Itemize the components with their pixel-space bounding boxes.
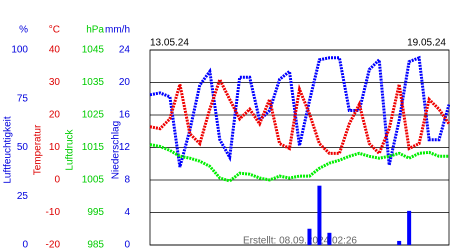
y-tick-label: 20: [119, 77, 131, 88]
axis-unit: hPa: [86, 25, 104, 36]
y-tick-label: 8: [124, 175, 130, 186]
created-note: Erstellt: 08.09.2024 02:26: [243, 236, 357, 247]
y-tick-label: -20: [46, 240, 61, 250]
axis-unit: °C: [49, 25, 60, 36]
y-tick-label: 0: [54, 175, 60, 186]
y-tick-label: 4: [124, 207, 130, 218]
axis-title: Temperatur: [33, 124, 44, 175]
precip-bar: [307, 228, 312, 245]
y-tick-label: 30: [49, 77, 61, 88]
y-tick-label: 12: [119, 142, 131, 153]
y-tick-label: 1015: [82, 142, 105, 153]
y-tick-label: 10: [49, 142, 61, 153]
y-tick-label: 0: [22, 240, 28, 250]
y-tick-label: 0: [124, 240, 130, 250]
date-start: 13.05.24: [150, 38, 189, 49]
precip-bar: [407, 210, 412, 245]
series-line: [149, 75, 450, 157]
series-line: [149, 55, 450, 168]
y-tick-label: 985: [87, 240, 104, 250]
axis-unit: mm/h: [105, 25, 130, 36]
y-tick-label: 20: [49, 110, 61, 121]
y-tick-label: 100: [11, 45, 28, 56]
precip-bar: [327, 232, 332, 245]
y-tick-label: 40: [49, 45, 61, 56]
y-tick-label: 75: [17, 93, 29, 104]
y-tick-label: 50: [17, 142, 29, 153]
y-tick-label: 25: [17, 191, 29, 202]
y-tick-label: 995: [87, 207, 104, 218]
plot-frame: [149, 49, 450, 246]
y-tick-label: -10: [46, 207, 61, 218]
y-tick-label: 1035: [82, 77, 105, 88]
series-line: [149, 143, 449, 183]
y-tick-label: 1025: [82, 110, 105, 121]
y-tick-label: 1005: [82, 175, 105, 186]
precip-bar: [397, 240, 402, 245]
axis-title: Niederschlag: [111, 121, 122, 179]
precip-bar: [317, 185, 322, 245]
y-tick-label: 16: [119, 110, 131, 121]
axis-unit: %: [19, 25, 28, 36]
y-tick-label: 1045: [82, 45, 105, 56]
axis-title: Luftfeuchtigkeit: [3, 116, 14, 183]
date-end: 19.05.24: [407, 38, 446, 49]
axis-title: Luftdruck: [65, 128, 76, 170]
y-tick-label: 24: [119, 45, 131, 56]
